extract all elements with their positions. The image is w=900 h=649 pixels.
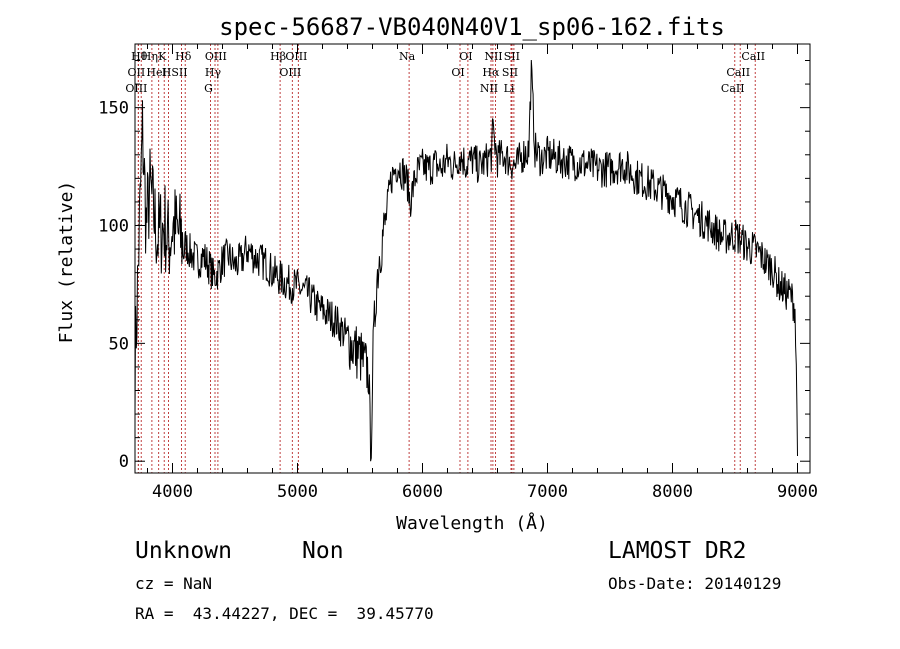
emission-line-label: Hη	[142, 50, 158, 63]
y-tick-label: 0	[119, 452, 129, 472]
emission-line-label: OIII	[125, 82, 147, 95]
coordinates-text: RA = 43.44227, DEC = 39.45770	[135, 604, 434, 623]
emission-line-label: SII	[171, 66, 187, 79]
y-tick-label: 100	[98, 217, 129, 237]
chart-title: spec-56687-VB040N40V1_sp06-162.fits	[219, 13, 725, 41]
emission-line-label: CaII	[726, 66, 750, 79]
object-class: Unknown	[135, 538, 232, 564]
emission-line-label: CaII	[741, 50, 765, 63]
y-tick-label: 150	[98, 99, 129, 119]
emission-line-label: OI	[459, 50, 472, 63]
x-tick-label: 7000	[527, 482, 568, 502]
y-tick-label: 50	[109, 334, 129, 354]
emission-line-label: OII	[128, 66, 146, 79]
redshift-text: cz = NaN	[135, 574, 213, 593]
emission-line-label: OIII	[285, 50, 307, 63]
survey-name: LAMOST DR2	[608, 538, 747, 564]
emission-line-label: Hδ	[175, 50, 192, 63]
x-axis-label: Wavelength (Å)	[396, 512, 548, 534]
emission-line-label: NII	[484, 50, 502, 63]
x-tick-label: 4000	[152, 482, 193, 502]
emission-line-label: OIII	[205, 50, 227, 63]
emission-line-label: SII	[502, 66, 518, 79]
x-tick-label: 9000	[777, 482, 818, 502]
emission-line-label: Li	[504, 82, 515, 95]
emission-line-markers	[137, 44, 756, 473]
emission-line-label: NII	[480, 82, 498, 95]
emission-line-label: HeI	[146, 66, 166, 79]
emission-line-label: OIII	[279, 66, 301, 79]
emission-line-label: CaII	[721, 82, 745, 95]
emission-line-label: G	[204, 82, 213, 95]
axes: 4000 5000 6000 7000 8000 9000 0 50 100 150	[98, 44, 818, 502]
x-tick-label: 6000	[402, 482, 443, 502]
emission-line-label: OI	[451, 66, 464, 79]
obs-date-text: Obs-Date: 20140129	[608, 574, 782, 593]
x-tick-label: 8000	[652, 482, 693, 502]
emission-line-label: Na	[399, 50, 416, 63]
emission-line-label: H	[162, 66, 172, 79]
emission-line-label: Hγ	[205, 66, 222, 79]
spectrum-line	[134, 59, 798, 462]
x-tick-label: 5000	[277, 482, 318, 502]
object-subclass: Non	[302, 538, 344, 564]
emission-line-label: SII	[504, 50, 520, 63]
emission-line-label: Hβ	[270, 50, 286, 63]
emission-line-label: Hα	[482, 66, 500, 79]
emission-line-label: K	[158, 50, 167, 63]
y-axis-label: Flux (relative)	[56, 181, 77, 344]
